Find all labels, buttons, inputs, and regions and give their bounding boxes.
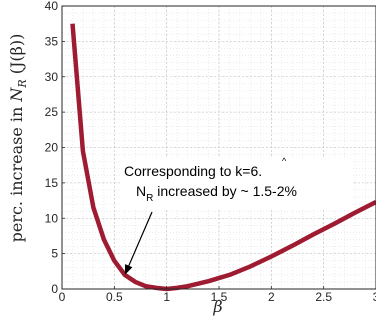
annotation-line-1: Corresponding to k=6.: [124, 163, 262, 179]
annotation-line-2: NR increased by ~ 1.5-2%: [136, 183, 297, 204]
y-tick-label: 10: [45, 211, 59, 225]
y-tick-label: 30: [45, 70, 59, 84]
y-tick-label: 25: [45, 105, 59, 119]
y-tick-label: 15: [45, 176, 59, 190]
series-line: [70, 23, 376, 292]
y-axis-ticks: 0 5 10 15 20 25 30 35 40: [45, 0, 65, 296]
annotation-arrowhead: [124, 264, 133, 275]
kappa-hat-mark: ^: [282, 156, 287, 166]
y-tick-label: 35: [45, 34, 59, 48]
x-tick-label: 0: [59, 290, 66, 304]
x-tick-label: 2.5: [315, 290, 332, 304]
y-tick-label: 20: [45, 141, 59, 155]
annotation-arrow: [128, 211, 153, 266]
x-tick-label: 1: [163, 290, 170, 304]
y-tick-label: 40: [45, 0, 59, 13]
x-axis-label: β: [212, 297, 222, 316]
x-tick-label: 2: [268, 290, 275, 304]
series-group: [70, 23, 376, 292]
y-tick-label: 0: [51, 282, 58, 296]
annotation: Corresponding to k=6. ^ NR increased by …: [120, 156, 352, 275]
annotation-background: [120, 157, 352, 209]
y-tick-label: 5: [51, 247, 58, 261]
x-tick-label: 1.5: [211, 290, 228, 304]
y-axis-label: perc. increase in NR (J(β)): [7, 34, 29, 243]
x-tick-label: 3: [373, 290, 376, 304]
grid: [61, 5, 376, 290]
x-axis-ticks: 0 0.5 1 1.5 2 2.5 3: [59, 286, 376, 304]
x-tick-label: 0.5: [106, 290, 123, 304]
